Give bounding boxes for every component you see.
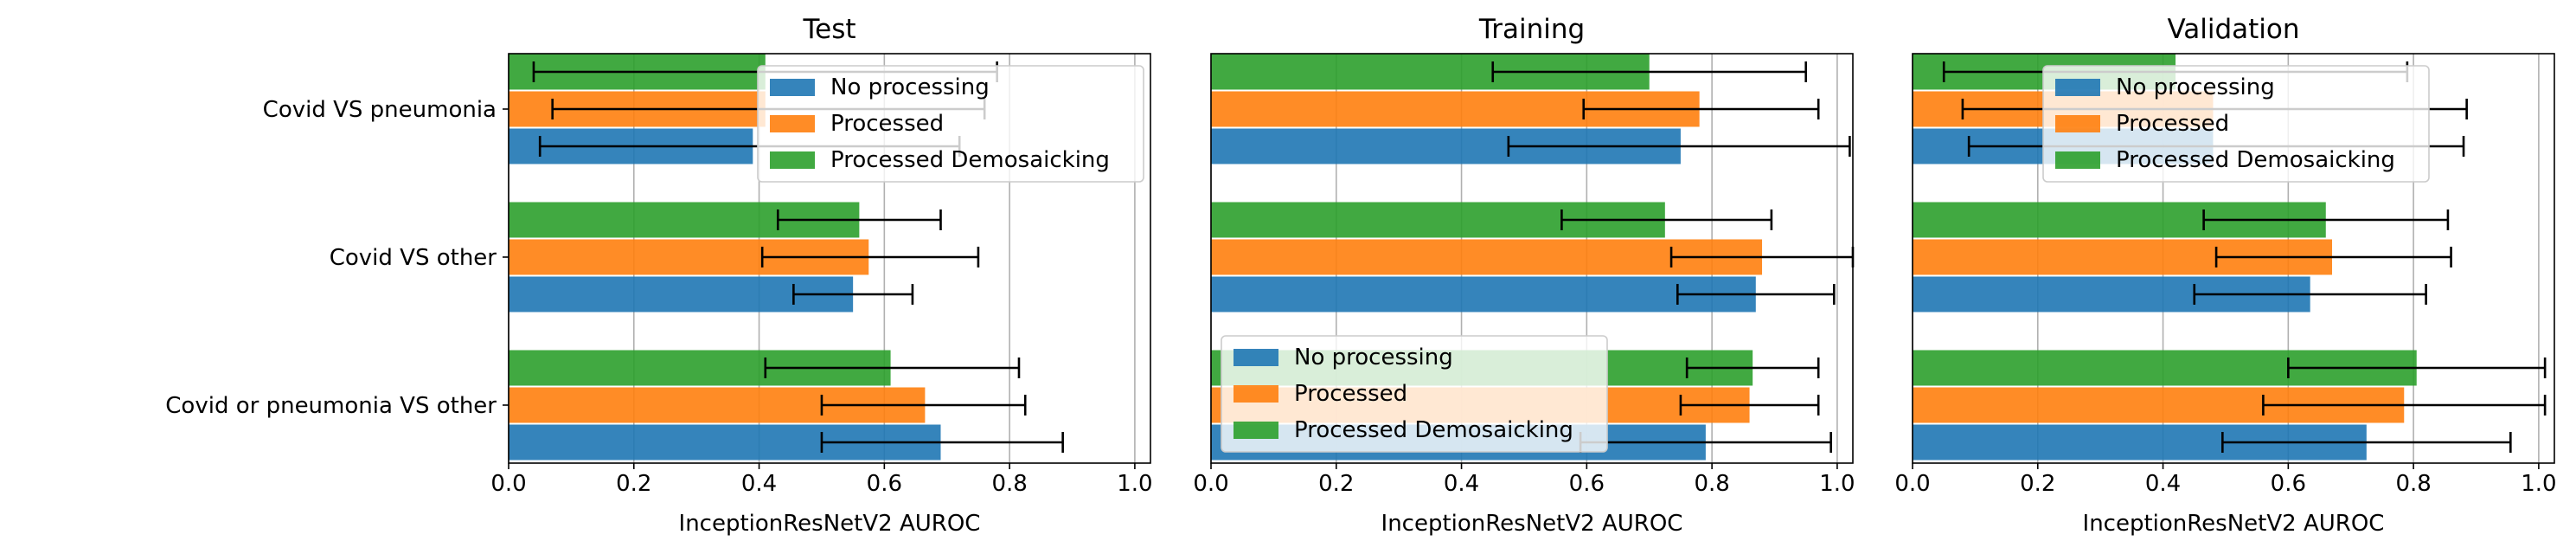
chart-title: Validation <box>2167 14 2299 45</box>
legend-swatch <box>1234 422 1278 439</box>
error-bar <box>760 247 980 267</box>
x-axis: 0.0 0.2 0.4 0.6 0.8 1.0 <box>1193 463 1855 497</box>
error-bar <box>764 358 1021 378</box>
legend-swatch <box>770 79 815 96</box>
legend: No processing Processed Processed Demosaic… <box>2042 65 2430 183</box>
legend: No processing Processed Processed Demosaic… <box>1221 335 1608 453</box>
x-tick-label: 0.4 <box>1444 471 1479 497</box>
legend-label: Processed <box>1294 381 1407 407</box>
x-axis-label: InceptionResNetV2 AUROC <box>679 511 981 537</box>
chart-title: Test <box>802 14 855 45</box>
x-tick-label: 0.0 <box>1894 471 1930 497</box>
legend-swatch <box>2055 151 2100 169</box>
plot-frame <box>1210 53 1854 464</box>
error-bar <box>1560 209 1773 230</box>
chart-title: Training <box>1478 14 1585 45</box>
legend-swatch <box>2055 115 2100 132</box>
x-tick-label: 1.0 <box>1819 471 1855 497</box>
legend-label: No processing <box>2116 74 2275 100</box>
x-tick-label: 0.8 <box>991 471 1027 497</box>
legend-box <box>1221 335 1608 453</box>
x-tick-label: 0.4 <box>2145 471 2181 497</box>
error-bar <box>2193 284 2427 305</box>
x-tick-label: 0.2 <box>2020 471 2055 497</box>
legend-label: Processed <box>2116 111 2229 137</box>
legend-swatch <box>770 115 815 132</box>
error-bar <box>776 209 942 230</box>
legend-box <box>2042 65 2430 183</box>
x-axis-label: InceptionResNetV2 AUROC <box>1381 511 1683 537</box>
legend-label: Processed Demosaicking <box>1294 417 1573 443</box>
y-tick-label: Covid VS pneumonia <box>263 97 497 123</box>
error-bar <box>2221 432 2512 453</box>
bar <box>1211 276 1756 312</box>
x-tick-label: 0.8 <box>1694 471 1729 497</box>
error-bar <box>792 284 914 305</box>
legend-swatch <box>1234 385 1278 403</box>
plot-frame <box>1912 53 2555 464</box>
x-tick-label: 1.0 <box>2521 471 2556 497</box>
error-bar <box>2214 247 2452 267</box>
error-bar <box>820 395 1027 416</box>
chart-panel-training: 0.0 0.2 0.4 0.6 0.8 1.0 InceptionResNetV2 AURO… <box>1193 14 1855 537</box>
y-axis: Covid VS pneumonia Covid VS other Covid or… <box>165 97 509 419</box>
legend-label: No processing <box>830 74 990 100</box>
x-tick-label: 0.4 <box>741 471 777 497</box>
legend-box <box>757 65 1144 183</box>
error-bar <box>1685 358 1820 378</box>
legend-swatch <box>770 151 815 169</box>
error-bar <box>2262 395 2547 416</box>
error-bar <box>1491 61 1808 82</box>
x-axis: 0.0 0.2 0.4 0.6 0.8 1.0 <box>1894 463 2557 497</box>
chart-panel-validation: 0.0 0.2 0.4 0.6 0.8 1.0 InceptionResNetV2 AURO… <box>1894 14 2556 537</box>
legend-label: Processed Demosaicking <box>830 147 1110 173</box>
series-processed <box>509 91 1027 423</box>
x-tick-label: 1.0 <box>1117 471 1152 497</box>
legend-swatch <box>1234 349 1278 366</box>
x-tick-label: 0.2 <box>1318 471 1354 497</box>
error-bar <box>2202 209 2450 230</box>
x-axis: 0.0 0.2 0.4 0.6 0.8 1.0 <box>490 463 1153 497</box>
x-tick-label: 0.0 <box>490 471 526 497</box>
legend: No processing Processed Processed Demosaic… <box>757 65 1144 183</box>
x-tick-label: 0.6 <box>867 471 902 497</box>
legend-swatch <box>2055 79 2100 96</box>
series-no-processing <box>509 128 1064 461</box>
x-tick-label: 0.6 <box>2271 471 2306 497</box>
x-tick-label: 0.0 <box>1193 471 1228 497</box>
error-bar <box>1582 99 1820 119</box>
error-bar <box>1507 136 1851 157</box>
series-processed-demosaicking <box>509 54 1021 386</box>
x-axis-label: InceptionResNetV2 AUROC <box>2083 511 2385 537</box>
y-tick-label: Covid VS other <box>330 245 497 271</box>
x-tick-label: 0.6 <box>1569 471 1605 497</box>
y-tick-label: Covid or pneumonia VS other <box>165 393 497 419</box>
x-tick-label: 0.8 <box>2395 471 2431 497</box>
legend-label: No processing <box>1294 345 1453 370</box>
error-bar <box>2287 358 2547 378</box>
plot-frame <box>508 53 1151 464</box>
chart-panel-test: 0.0 0.2 0.4 0.6 0.8 1.0 InceptionResNetV2 AURO… <box>165 14 1152 537</box>
error-bar <box>820 432 1064 453</box>
x-tick-label: 0.2 <box>616 471 651 497</box>
error-bar <box>1679 395 1820 416</box>
legend-label: Processed <box>830 111 944 137</box>
error-bar <box>1676 284 1836 305</box>
legend-label: Processed Demosaicking <box>2116 147 2395 173</box>
